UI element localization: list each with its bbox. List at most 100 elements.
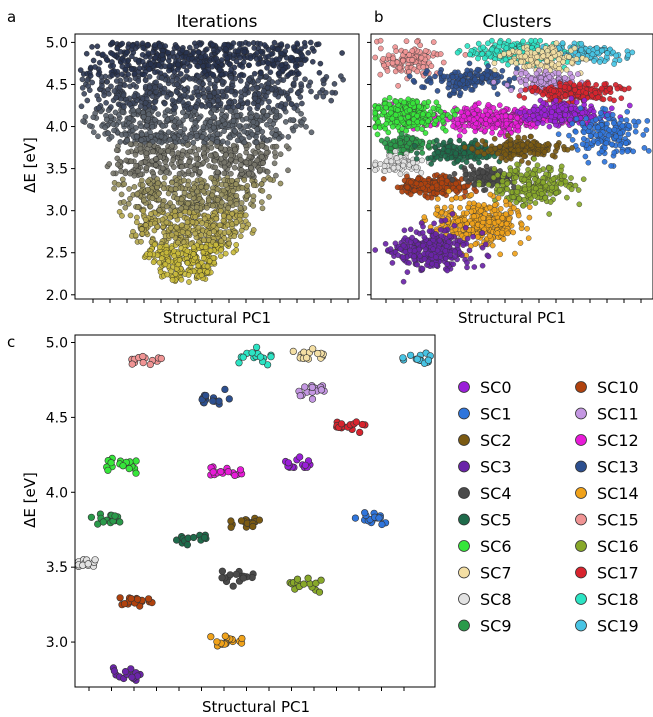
panel-a-point <box>125 71 131 78</box>
panel-b-point <box>550 49 557 56</box>
panel-a-point <box>174 76 180 82</box>
panel-b-point <box>427 79 434 86</box>
panel-a-point <box>213 55 220 62</box>
panel-a-point <box>210 222 217 229</box>
panel-b-point <box>558 117 565 123</box>
panel-b-point <box>572 87 578 93</box>
panel-b-point <box>466 60 473 67</box>
panel-a-point <box>338 73 344 79</box>
panel-a-point <box>154 223 161 230</box>
panel-a-point <box>195 146 202 153</box>
panel-a-point <box>244 100 251 107</box>
panel-b-point <box>559 40 566 46</box>
panel-b-point <box>546 123 553 130</box>
panel-b-point <box>400 162 407 169</box>
panel-a-point <box>250 227 257 233</box>
panel-a-point <box>181 87 188 93</box>
panel-b-point <box>374 131 381 138</box>
panel-a-point <box>201 145 207 152</box>
panel-a-point <box>285 95 292 101</box>
panel-b-point <box>528 37 534 44</box>
panel-b-point <box>377 37 384 44</box>
panel-b-point <box>606 86 613 92</box>
panel-b-point <box>540 53 547 60</box>
panel-b-point <box>435 149 441 156</box>
panel-a-point <box>184 248 191 254</box>
panel-b-point <box>595 124 601 131</box>
panel-a-point <box>220 92 226 99</box>
panel-a-point <box>257 167 263 173</box>
panel-b-point <box>451 87 457 94</box>
panel-a-point <box>282 119 289 125</box>
panel-b-point <box>604 50 611 56</box>
panel-a-point <box>273 172 279 179</box>
panel-a-point <box>267 69 274 75</box>
panel-a-point <box>182 208 189 215</box>
panel-b-point <box>446 81 452 87</box>
panel-a-point <box>104 79 110 85</box>
panel-a-point <box>155 190 162 197</box>
panel-a-point <box>236 41 243 47</box>
panel-a-point <box>174 61 181 68</box>
panel-a-point <box>164 94 170 100</box>
panel-a-point <box>283 143 290 149</box>
panel-a-point <box>241 49 248 55</box>
panel-b-point <box>542 112 548 118</box>
panel-a-point <box>169 97 176 103</box>
panel-b-point <box>383 158 390 164</box>
panel-a-point <box>152 54 159 61</box>
panel-b-point <box>523 77 529 84</box>
panel-a-point <box>158 133 165 140</box>
panel-a-point <box>329 89 336 96</box>
panel-a-point <box>298 61 304 67</box>
panel-a-point <box>305 50 312 56</box>
panel-b-point <box>544 58 550 64</box>
panel-a-point <box>193 84 199 91</box>
panel-a-point <box>109 51 116 57</box>
panel-a-point <box>233 219 240 225</box>
panel-a-point <box>211 107 217 113</box>
panel-a-point <box>212 84 218 91</box>
panel-a-point <box>227 199 234 206</box>
panel-b-point <box>576 81 583 88</box>
panel-b-point <box>617 142 623 149</box>
panel-b-point <box>609 105 615 112</box>
panel-a-point <box>213 151 219 158</box>
panel-a-point <box>228 170 234 177</box>
panel-b-point <box>573 129 579 135</box>
panel-a-point <box>139 131 145 138</box>
panel-a-point <box>169 77 175 84</box>
panel-a-point <box>172 208 178 215</box>
panel-b-point <box>624 109 631 115</box>
panel-b-point <box>555 70 562 76</box>
panel-a-point <box>111 88 118 94</box>
panel-a-point <box>132 151 139 158</box>
panel-b-point <box>479 74 486 81</box>
panel-a-point <box>185 200 191 207</box>
panel-a-point <box>251 45 257 51</box>
panel-b-point <box>549 109 555 115</box>
panel-a-point <box>130 107 136 114</box>
panel-a-point <box>77 67 84 73</box>
panel-a-point <box>198 183 204 190</box>
panel-a-point <box>146 84 153 91</box>
panel-a-point <box>272 149 278 156</box>
panel-a-point <box>145 178 151 185</box>
panel-a-point <box>243 193 250 199</box>
panel-a-point <box>218 145 224 151</box>
panel-a-point <box>178 163 185 170</box>
panel-b-point <box>605 132 612 139</box>
panel-b-point <box>482 107 489 114</box>
panel-a-point <box>125 149 131 156</box>
panel-b-point <box>395 83 401 89</box>
panel-b-point <box>551 78 557 84</box>
panel-a-point <box>200 255 207 261</box>
panel-b-point <box>614 85 621 92</box>
panel-a-point <box>105 130 112 137</box>
panel-b-point <box>433 117 439 124</box>
panel-a-point <box>250 203 257 209</box>
panel-a-point <box>280 77 287 83</box>
panel-b-point <box>609 141 615 148</box>
panel-a-point <box>127 83 133 90</box>
panel-b-point <box>434 88 441 94</box>
